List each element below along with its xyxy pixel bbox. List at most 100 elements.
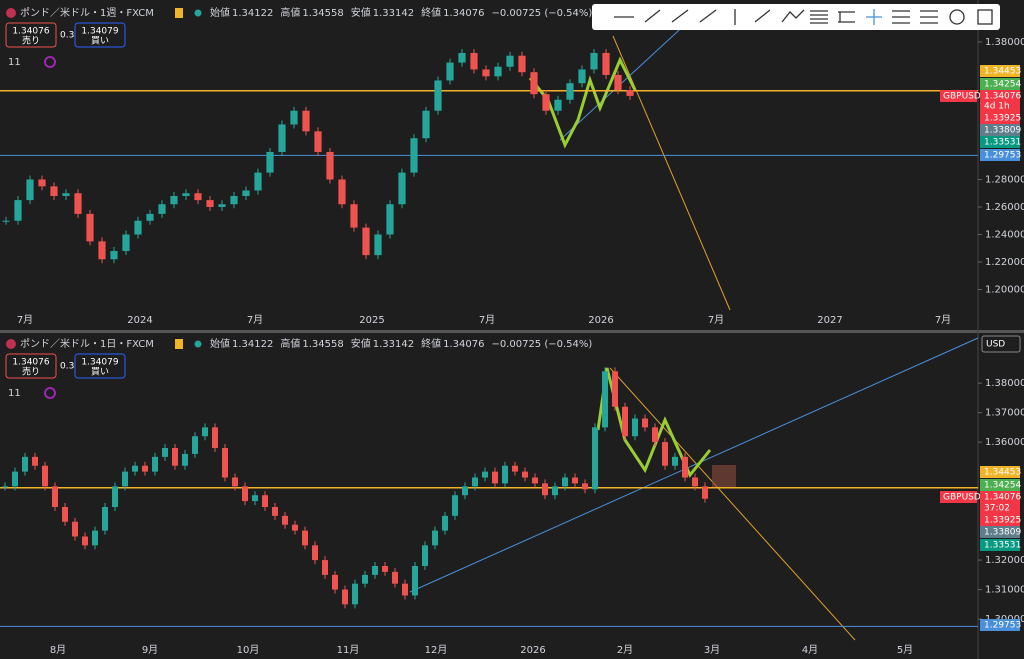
x-tick-label: 2026 bbox=[588, 315, 613, 326]
candle bbox=[470, 52, 478, 70]
tool-icon[interactable] bbox=[977, 9, 993, 25]
y-tick-label: 1.38000 bbox=[985, 378, 1024, 389]
level-price: 1.29753 bbox=[984, 621, 1021, 631]
candle bbox=[530, 72, 538, 95]
x-tick-label: 2027 bbox=[817, 315, 842, 326]
price-tag-text: 1.33531 bbox=[984, 541, 1021, 551]
price-tag-text: 1.33925 bbox=[984, 516, 1021, 526]
indicator-count[interactable]: 11 bbox=[8, 57, 21, 68]
candle bbox=[218, 204, 226, 207]
y-tick-label: 1.38000 bbox=[985, 37, 1024, 48]
tool-icon[interactable] bbox=[644, 9, 661, 23]
x-tick-label: 2026 bbox=[520, 645, 545, 656]
candle bbox=[262, 495, 268, 508]
candle bbox=[132, 465, 138, 472]
price-tag bbox=[980, 136, 1020, 148]
candle bbox=[112, 486, 118, 508]
candle bbox=[512, 465, 518, 472]
candle bbox=[506, 55, 514, 67]
candle bbox=[472, 477, 478, 487]
indicator-count[interactable]: 11 bbox=[8, 388, 21, 399]
candle bbox=[412, 565, 418, 596]
candle bbox=[350, 204, 358, 228]
currency: USD bbox=[986, 340, 1005, 350]
quote-text: 1.34076 bbox=[443, 339, 484, 350]
candle bbox=[392, 571, 398, 584]
currency-box[interactable] bbox=[981, 335, 1021, 353]
quote-text: 1.33142 bbox=[373, 339, 414, 350]
price-tag-text: 1.33809 bbox=[984, 126, 1021, 136]
sell-button[interactable] bbox=[5, 22, 57, 48]
tool-icon[interactable] bbox=[949, 9, 965, 25]
candle bbox=[206, 200, 214, 207]
tool-icon[interactable] bbox=[754, 9, 771, 23]
candle bbox=[386, 204, 394, 235]
candle bbox=[582, 483, 588, 490]
price-tag bbox=[980, 491, 1020, 503]
candle bbox=[362, 227, 370, 256]
tool-icon[interactable] bbox=[920, 10, 938, 24]
flag-icon bbox=[175, 8, 183, 18]
candle bbox=[402, 583, 408, 596]
candle bbox=[266, 151, 274, 173]
tool-icon[interactable] bbox=[781, 9, 805, 23]
candle bbox=[282, 515, 288, 525]
quote-text: 始値 bbox=[210, 6, 230, 19]
price-tag bbox=[980, 112, 1020, 124]
candle bbox=[326, 151, 334, 180]
candle bbox=[278, 124, 286, 152]
candle bbox=[314, 131, 322, 152]
price-tag-text: 1.33925 bbox=[984, 114, 1021, 124]
quote-text: 安値 bbox=[351, 337, 371, 350]
tool-icon[interactable] bbox=[699, 9, 717, 23]
candle bbox=[158, 204, 166, 214]
candle bbox=[374, 234, 382, 256]
y-tick-label: 1.24000 bbox=[985, 229, 1024, 240]
candle bbox=[602, 52, 610, 75]
sell-label: 売り bbox=[22, 35, 40, 47]
y-tick-label: 1.37000 bbox=[985, 408, 1024, 419]
candle bbox=[170, 195, 178, 205]
candle bbox=[92, 530, 98, 546]
tool-icon[interactable] bbox=[671, 9, 689, 23]
candle bbox=[552, 486, 558, 496]
price-tag-text: 1.33809 bbox=[984, 528, 1021, 538]
x-tick-label: 2月 bbox=[617, 644, 633, 656]
candle bbox=[142, 465, 148, 472]
symbol-tag-text: GBPUSD bbox=[943, 92, 981, 102]
tool-icon[interactable] bbox=[810, 10, 828, 24]
tool-icon[interactable] bbox=[866, 9, 882, 25]
candle bbox=[302, 530, 308, 546]
buy-button[interactable] bbox=[74, 22, 126, 48]
price-tag bbox=[980, 514, 1020, 526]
buy-button[interactable] bbox=[74, 353, 126, 379]
candle bbox=[572, 477, 578, 484]
indicator-icon bbox=[44, 56, 56, 68]
x-tick-label: 11月 bbox=[337, 644, 360, 656]
y-tick-label: 1.31000 bbox=[985, 585, 1024, 596]
level-tag bbox=[980, 149, 1020, 161]
candle bbox=[252, 495, 258, 502]
level-price: 1.34453 bbox=[984, 67, 1021, 77]
candle bbox=[232, 477, 238, 487]
candle bbox=[422, 110, 430, 139]
quote-text: 1.34076 bbox=[443, 8, 484, 19]
candle bbox=[242, 486, 248, 502]
sell-button[interactable] bbox=[5, 353, 57, 379]
candle bbox=[134, 220, 142, 235]
quote-text: 1.34122 bbox=[232, 339, 273, 350]
price-tag-text: 1.33531 bbox=[984, 138, 1021, 148]
candle bbox=[382, 565, 388, 572]
quote-text: 高値 bbox=[280, 6, 300, 19]
tool-icon[interactable] bbox=[838, 11, 855, 23]
candle bbox=[50, 186, 58, 196]
candle bbox=[566, 83, 574, 100]
candle bbox=[672, 456, 678, 466]
tool-icon[interactable] bbox=[892, 10, 910, 24]
candle bbox=[592, 427, 598, 490]
pane-divider bbox=[0, 330, 1024, 333]
candle bbox=[172, 448, 178, 466]
price-tag bbox=[980, 100, 1020, 112]
candle bbox=[532, 477, 538, 484]
price-tag bbox=[980, 479, 1020, 491]
